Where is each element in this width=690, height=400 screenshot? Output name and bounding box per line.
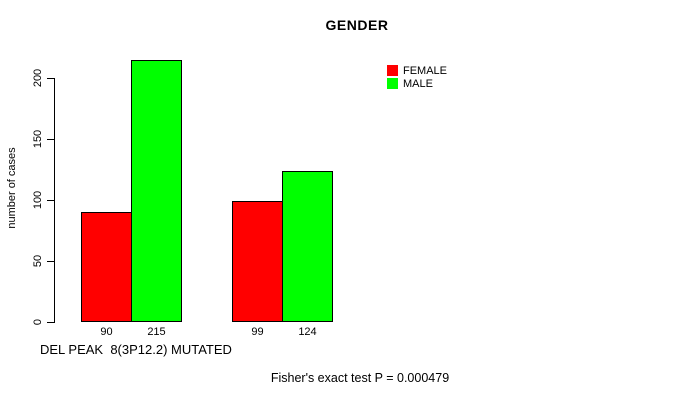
y-tick-mark: [47, 200, 55, 201]
bar-male: 215: [131, 60, 182, 338]
legend-label: MALE: [403, 77, 433, 90]
y-axis-label: number of cases: [6, 147, 18, 229]
y-tick-label: 0: [32, 318, 44, 326]
y-tick-label: 150: [32, 129, 44, 149]
fisher-test-annotation: Fisher's exact test P = 0.000479: [270, 371, 450, 385]
bar-value-label: 124: [298, 326, 317, 338]
legend-swatch-male: [387, 78, 398, 89]
bar-value-label: 90: [100, 326, 113, 338]
bar-value-label: 215: [147, 326, 166, 338]
y-tick-mark: [47, 261, 55, 262]
chart-title: GENDER: [325, 17, 389, 33]
bar-group: 99 124: [232, 171, 333, 338]
x-axis-group-label: DEL PEAK 8(3P12.2) MUTATED: [40, 342, 232, 357]
bar-group: 90 215: [81, 60, 182, 338]
legend: FEMALE MALE: [387, 64, 447, 90]
y-tick-label: 100: [32, 190, 44, 210]
y-tick-label: 50: [32, 254, 44, 268]
legend-entry: MALE: [387, 77, 447, 90]
y-tick-mark: [47, 78, 55, 79]
bar-female: 99: [232, 201, 283, 338]
bar-female: 90: [81, 212, 132, 338]
y-tick-label: 200: [32, 68, 44, 88]
legend-entry: FEMALE: [387, 64, 447, 77]
bar-value-label: 99: [251, 326, 264, 338]
y-tick-mark: [47, 139, 55, 140]
legend-swatch-female: [387, 65, 398, 76]
y-tick-mark: [47, 322, 55, 323]
bar-male: 124: [282, 171, 333, 338]
legend-label: FEMALE: [403, 64, 448, 77]
